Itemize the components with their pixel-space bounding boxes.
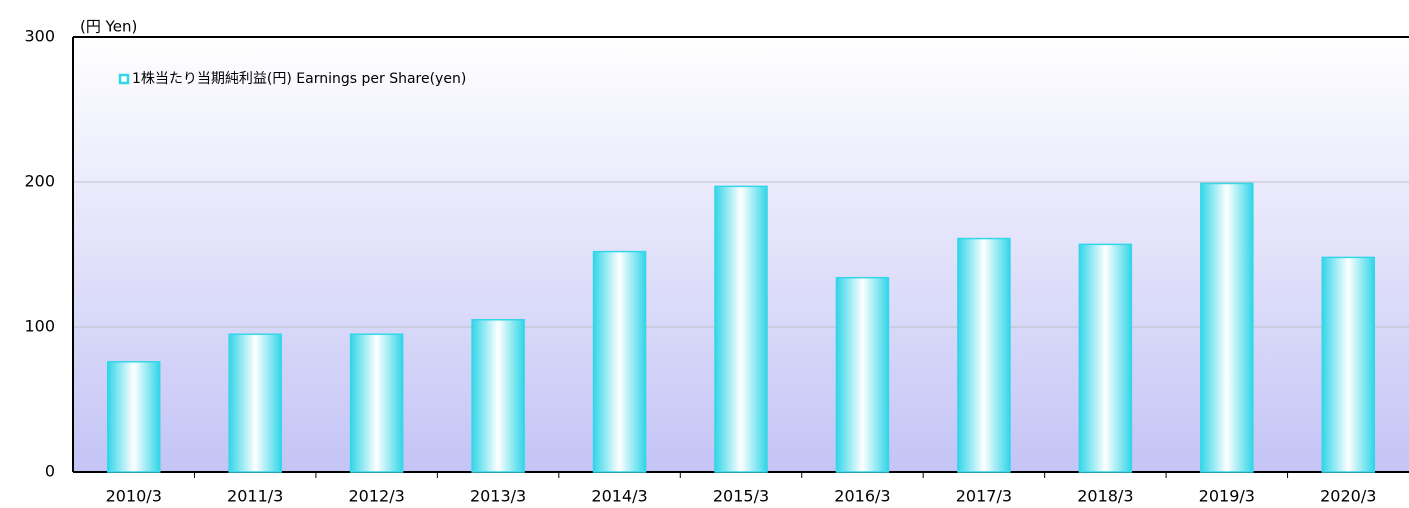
x-tick-label: 2020/3 — [1320, 487, 1376, 506]
y-tick-label: 100 — [24, 317, 55, 336]
y-axis-label: (円 Yen) — [80, 18, 137, 36]
bar — [349, 333, 404, 473]
legend-swatch — [118, 73, 130, 85]
x-tick-label: 2018/3 — [1077, 487, 1133, 506]
bar — [835, 276, 890, 473]
bar — [1078, 243, 1133, 473]
bar — [471, 319, 525, 473]
x-tick-label: 2015/3 — [713, 487, 769, 506]
y-tick-label: 0 — [45, 462, 55, 481]
x-tick-label: 2014/3 — [591, 487, 647, 506]
y-tick-label: 300 — [24, 27, 55, 46]
x-tick-label: 2011/3 — [227, 487, 283, 506]
bar — [592, 250, 647, 473]
x-tick-label: 2017/3 — [956, 487, 1012, 506]
bar — [714, 185, 768, 473]
bar — [106, 361, 161, 473]
bar — [228, 333, 282, 473]
x-tick-label: 2019/3 — [1199, 487, 1255, 506]
x-tick-label: 2012/3 — [348, 487, 404, 506]
bar — [1200, 182, 1254, 473]
x-tick-label: 2016/3 — [834, 487, 890, 506]
x-tick-label: 2013/3 — [470, 487, 526, 506]
bar — [1321, 256, 1376, 473]
legend-label: 1株当たり当期純利益(円) Earnings per Share(yen) — [132, 71, 466, 87]
bar — [957, 237, 1011, 473]
y-tick-label: 200 — [24, 172, 55, 191]
x-tick-label: 2010/3 — [106, 487, 162, 506]
